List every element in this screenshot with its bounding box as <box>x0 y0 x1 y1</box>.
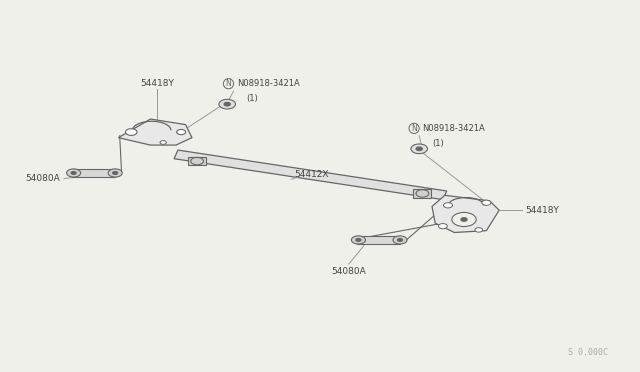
Polygon shape <box>432 195 499 232</box>
Circle shape <box>224 102 230 106</box>
Polygon shape <box>188 157 206 165</box>
Circle shape <box>444 203 452 208</box>
Polygon shape <box>413 189 431 198</box>
Circle shape <box>393 236 407 244</box>
Circle shape <box>108 169 122 177</box>
Text: (1): (1) <box>432 139 444 148</box>
Circle shape <box>71 171 76 174</box>
Circle shape <box>356 238 361 241</box>
Polygon shape <box>72 169 115 177</box>
Text: S 0.000C: S 0.000C <box>568 348 608 357</box>
Circle shape <box>475 228 483 232</box>
Polygon shape <box>118 119 192 145</box>
Text: N08918-3421A: N08918-3421A <box>422 124 485 133</box>
Polygon shape <box>357 236 400 244</box>
Circle shape <box>125 129 137 135</box>
Circle shape <box>411 144 428 154</box>
Polygon shape <box>174 150 447 200</box>
Circle shape <box>351 236 365 244</box>
Text: (1): (1) <box>246 94 258 103</box>
Text: 54418Y: 54418Y <box>140 79 173 88</box>
Circle shape <box>461 218 467 221</box>
Text: N: N <box>412 124 417 133</box>
Circle shape <box>482 200 491 205</box>
Text: 54412X: 54412X <box>294 170 329 179</box>
Circle shape <box>397 238 403 241</box>
Circle shape <box>67 169 81 177</box>
Circle shape <box>177 129 186 135</box>
Text: 54418Y: 54418Y <box>525 206 559 215</box>
Circle shape <box>113 171 118 174</box>
Circle shape <box>219 99 236 109</box>
Text: 54080A: 54080A <box>26 174 60 183</box>
Text: N08918-3421A: N08918-3421A <box>237 79 300 88</box>
Circle shape <box>438 224 447 229</box>
Ellipse shape <box>452 212 476 227</box>
Text: 54080A: 54080A <box>332 267 366 276</box>
Text: N: N <box>226 79 231 88</box>
Circle shape <box>160 141 166 144</box>
Circle shape <box>416 147 422 151</box>
